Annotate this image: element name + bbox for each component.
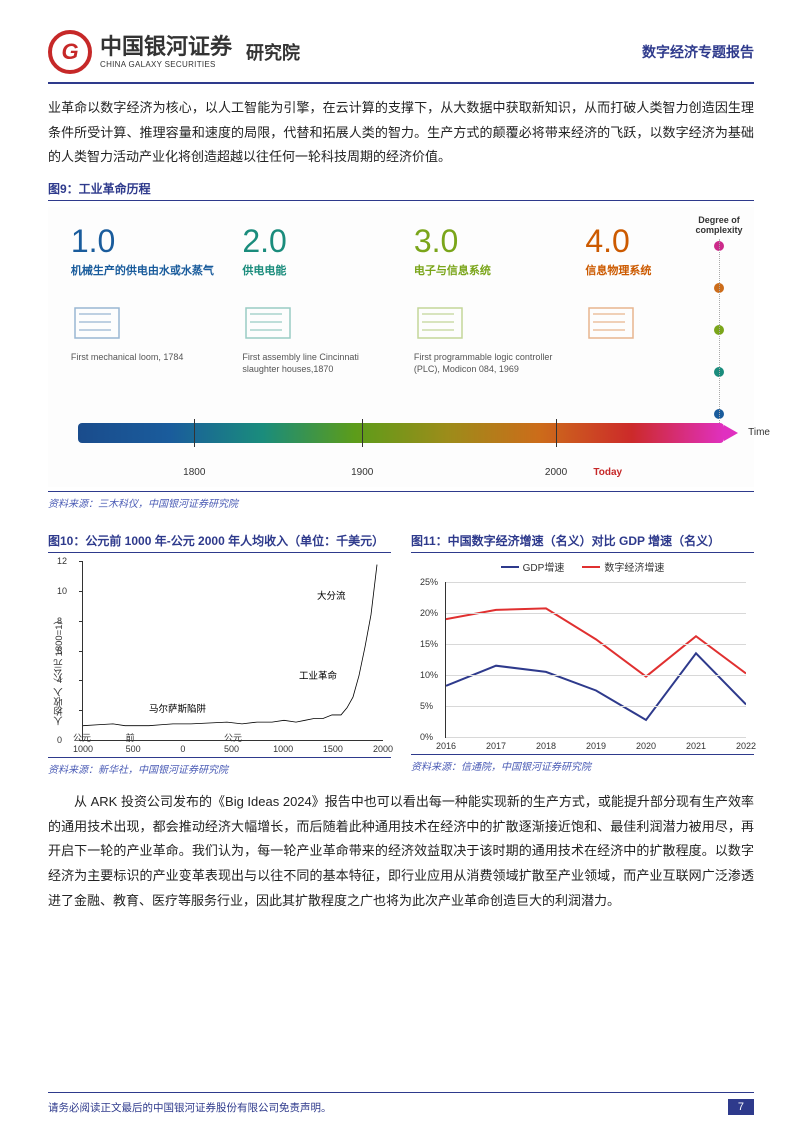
fig11-xtick: 2021: [686, 741, 706, 751]
fig10-annotation: 大分流: [317, 588, 346, 602]
report-type: 数字经济专题报告: [642, 42, 754, 62]
logo-text-en: CHINA GALAXY SECURITIES: [100, 60, 232, 69]
era-3-icon: [414, 298, 474, 344]
fig10-ytick: 4: [57, 675, 62, 685]
fig10-caption: 图10：公元前 1000 年-公元 2000 年人均收入（单位：千美元）: [48, 532, 391, 553]
page-header: G 中国银河证券 CHINA GALAXY SECURITIES 研究院 数字经…: [48, 30, 754, 84]
era-2-icon: [242, 298, 302, 344]
page-number: 7: [728, 1099, 754, 1115]
timeline-bar: Time: [78, 423, 724, 443]
fig11-source: 资料来源：信通院，中国银河证券研究院: [411, 754, 754, 773]
fig10-ytick: 0: [57, 735, 62, 745]
fig9-source: 资料来源：三木科仪，中国银河证券研究院: [48, 491, 754, 510]
fig11-xtick: 2017: [486, 741, 506, 751]
fig10-xtick: 公元500: [224, 731, 242, 754]
timeline-tick-2000: 2000: [545, 467, 567, 478]
era-2.0: 2.0 供电电能 First assembly line Cincinnati …: [236, 217, 394, 417]
fig10-ytick: 10: [57, 586, 67, 596]
logo-block: G 中国银河证券 CHINA GALAXY SECURITIES 研究院: [48, 30, 300, 74]
fig9-diagram: 1.0 机械生产的供电由水或水蒸气 First mechanical loom,…: [48, 207, 754, 487]
fig11-ytick: 10%: [420, 670, 438, 680]
era-1.0: 1.0 机械生产的供电由水或水蒸气 First mechanical loom,…: [65, 217, 223, 417]
fig11-ytick: 20%: [420, 608, 438, 618]
fig10-ytick: 12: [57, 556, 67, 566]
fig10-xtick: 公元1000: [73, 731, 93, 754]
fig11-ytick: 5%: [420, 701, 433, 711]
fig11-xtick: 2019: [586, 741, 606, 751]
fig11-xtick: 2016: [436, 741, 456, 751]
fig10-ytick: 8: [57, 616, 62, 626]
fig11-ytick: 25%: [420, 577, 438, 587]
paragraph-2: 从 ARK 投资公司发布的《Big Ideas 2024》报告中也可以看出每一种…: [48, 790, 754, 913]
fig11-caption: 图11：中国数字经济增速（名义）对比 GDP 增速（名义）: [411, 532, 754, 553]
fig10-xtick: 2000: [373, 744, 393, 754]
legend-item-数字经济增速: 数字经济增速: [582, 559, 664, 574]
logo-icon: G: [48, 30, 92, 74]
fig11-legend: GDP增速 数字经济增速: [411, 559, 754, 574]
timeline-tick-1800: 1800: [183, 467, 205, 478]
page-footer: 请务必阅读正文最后的中国银河证券股份有限公司免责声明。 7: [48, 1092, 754, 1115]
era-1-icon: [71, 298, 131, 344]
fig10-annotation: 工业革命: [299, 668, 337, 682]
fig10-xtick: 前500: [126, 731, 141, 754]
time-label: Time: [748, 427, 770, 438]
paragraph-1: 业革命以数字经济为核心，以人工智能为引擎，在云计算的支撑下，从大数据中获取新知识…: [48, 96, 754, 170]
era-4-icon: [585, 298, 645, 344]
legend-item-GDP增速: GDP增速: [501, 559, 565, 574]
institute-label: 研究院: [246, 39, 300, 65]
fig11-xtick: 2018: [536, 741, 556, 751]
fig10-source: 资料来源：新华社，中国银河证券研究院: [48, 757, 391, 776]
fig10-ytick: 6: [57, 646, 62, 656]
fig11-ytick: 0%: [420, 732, 433, 742]
fig11-xtick: 2020: [636, 741, 656, 751]
era-3.0: 3.0 电子与信息系统 First programmable logic con…: [408, 217, 566, 417]
fig10-chart: 人均收入（公元 1800=1） 024681012公元1000前5000公元50…: [82, 561, 383, 741]
fig10-ytick: 2: [57, 705, 62, 715]
fig10-xtick: 1500: [323, 744, 343, 754]
timeline-tick-1900: 1900: [351, 467, 373, 478]
disclaimer: 请务必阅读正文最后的中国银河证券股份有限公司免责声明。: [48, 1100, 332, 1115]
logo-text-cn: 中国银河证券: [100, 35, 232, 59]
timeline-today: Today: [593, 467, 622, 478]
fig11-xtick: 2022: [736, 741, 756, 751]
complexity-label: Degree of complexity: [694, 215, 744, 235]
fig10-xtick: 1000: [273, 744, 293, 754]
fig11-chart: 0%5%10%15%20%25%201620172018201920202021…: [445, 582, 746, 738]
fig10-xtick: 0: [180, 744, 185, 754]
fig10-annotation: 马尔萨斯陷阱: [149, 701, 206, 715]
fig9-caption: 图9：工业革命历程: [48, 180, 754, 201]
fig11-ytick: 15%: [420, 639, 438, 649]
